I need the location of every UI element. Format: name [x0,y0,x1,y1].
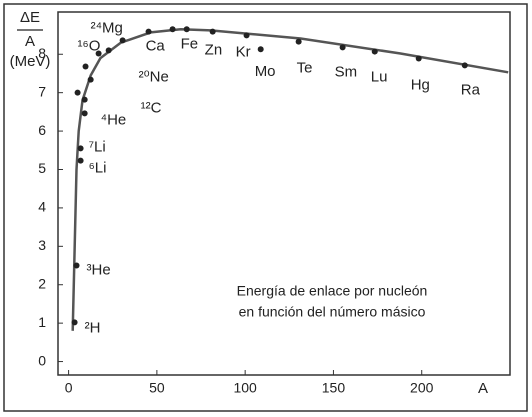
data-point [295,38,302,45]
y-tick-label: 8 [38,45,46,61]
point-label: Lu [371,69,388,86]
point-label: ²⁰Ne [139,68,169,85]
data-point [73,262,80,269]
point-label: ⁷Li [89,138,106,155]
annotation: en función del número másico [239,304,426,320]
data-point [415,55,422,62]
point-label: ¹²C [141,100,162,117]
point-label: Hg [411,76,430,93]
data-point [95,50,102,57]
data-point [169,26,176,33]
y-axis-label: (MeV) [10,53,51,70]
y-tick-label: 2 [38,275,46,291]
frame [3,3,528,412]
point-label: Kr [236,43,251,60]
x-tick-label: 150 [322,380,346,396]
data-point [105,47,112,54]
data-point [74,89,81,96]
annotation: Energía de enlace por nucleón [237,283,428,299]
y-tick-label: 3 [38,237,46,253]
point-label: ²H [85,319,101,336]
data-point [81,110,88,117]
point-label: Sm [335,63,358,80]
data-point [71,319,78,326]
plot-area [57,11,511,376]
x-axis-label: A [478,380,488,397]
y-tick-label: 6 [38,122,46,138]
data-point [209,28,216,35]
data-point [119,37,126,44]
data-point [371,48,378,55]
point-label: ³He [87,261,111,278]
y-axis-label: ΔE [20,9,40,26]
x-tick-label: 200 [410,380,434,396]
data-point [145,28,152,35]
point-label: ⁶Li [89,160,107,177]
data-point [77,145,84,152]
data-point [82,63,89,70]
point-label: ¹⁶O [78,38,101,55]
data-point [77,157,84,164]
point-label: Ca [146,38,166,55]
point-label: Fe [181,35,199,52]
data-point [257,46,264,53]
point-label: Mo [255,63,276,80]
data-point [339,44,346,51]
y-tick-label: 5 [38,160,46,176]
point-label: Zn [205,42,223,59]
y-tick-label: 4 [38,199,46,215]
x-tick-label: 0 [65,380,73,396]
data-point [461,62,468,69]
point-label: ²⁴Mg [91,19,123,36]
y-axis-label: A [25,33,35,50]
x-tick-label: 50 [149,380,165,396]
data-point [87,76,94,83]
point-label: Te [297,60,313,77]
y-tick-label: 7 [38,83,46,99]
data-point [81,96,88,103]
y-tick-label: 1 [38,314,46,330]
x-tick-label: 100 [233,380,257,396]
point-label: Ra [461,81,481,98]
data-point [183,26,190,33]
point-label: ⁴He [101,112,127,129]
data-point [243,32,250,39]
y-tick-label: 0 [38,352,46,368]
